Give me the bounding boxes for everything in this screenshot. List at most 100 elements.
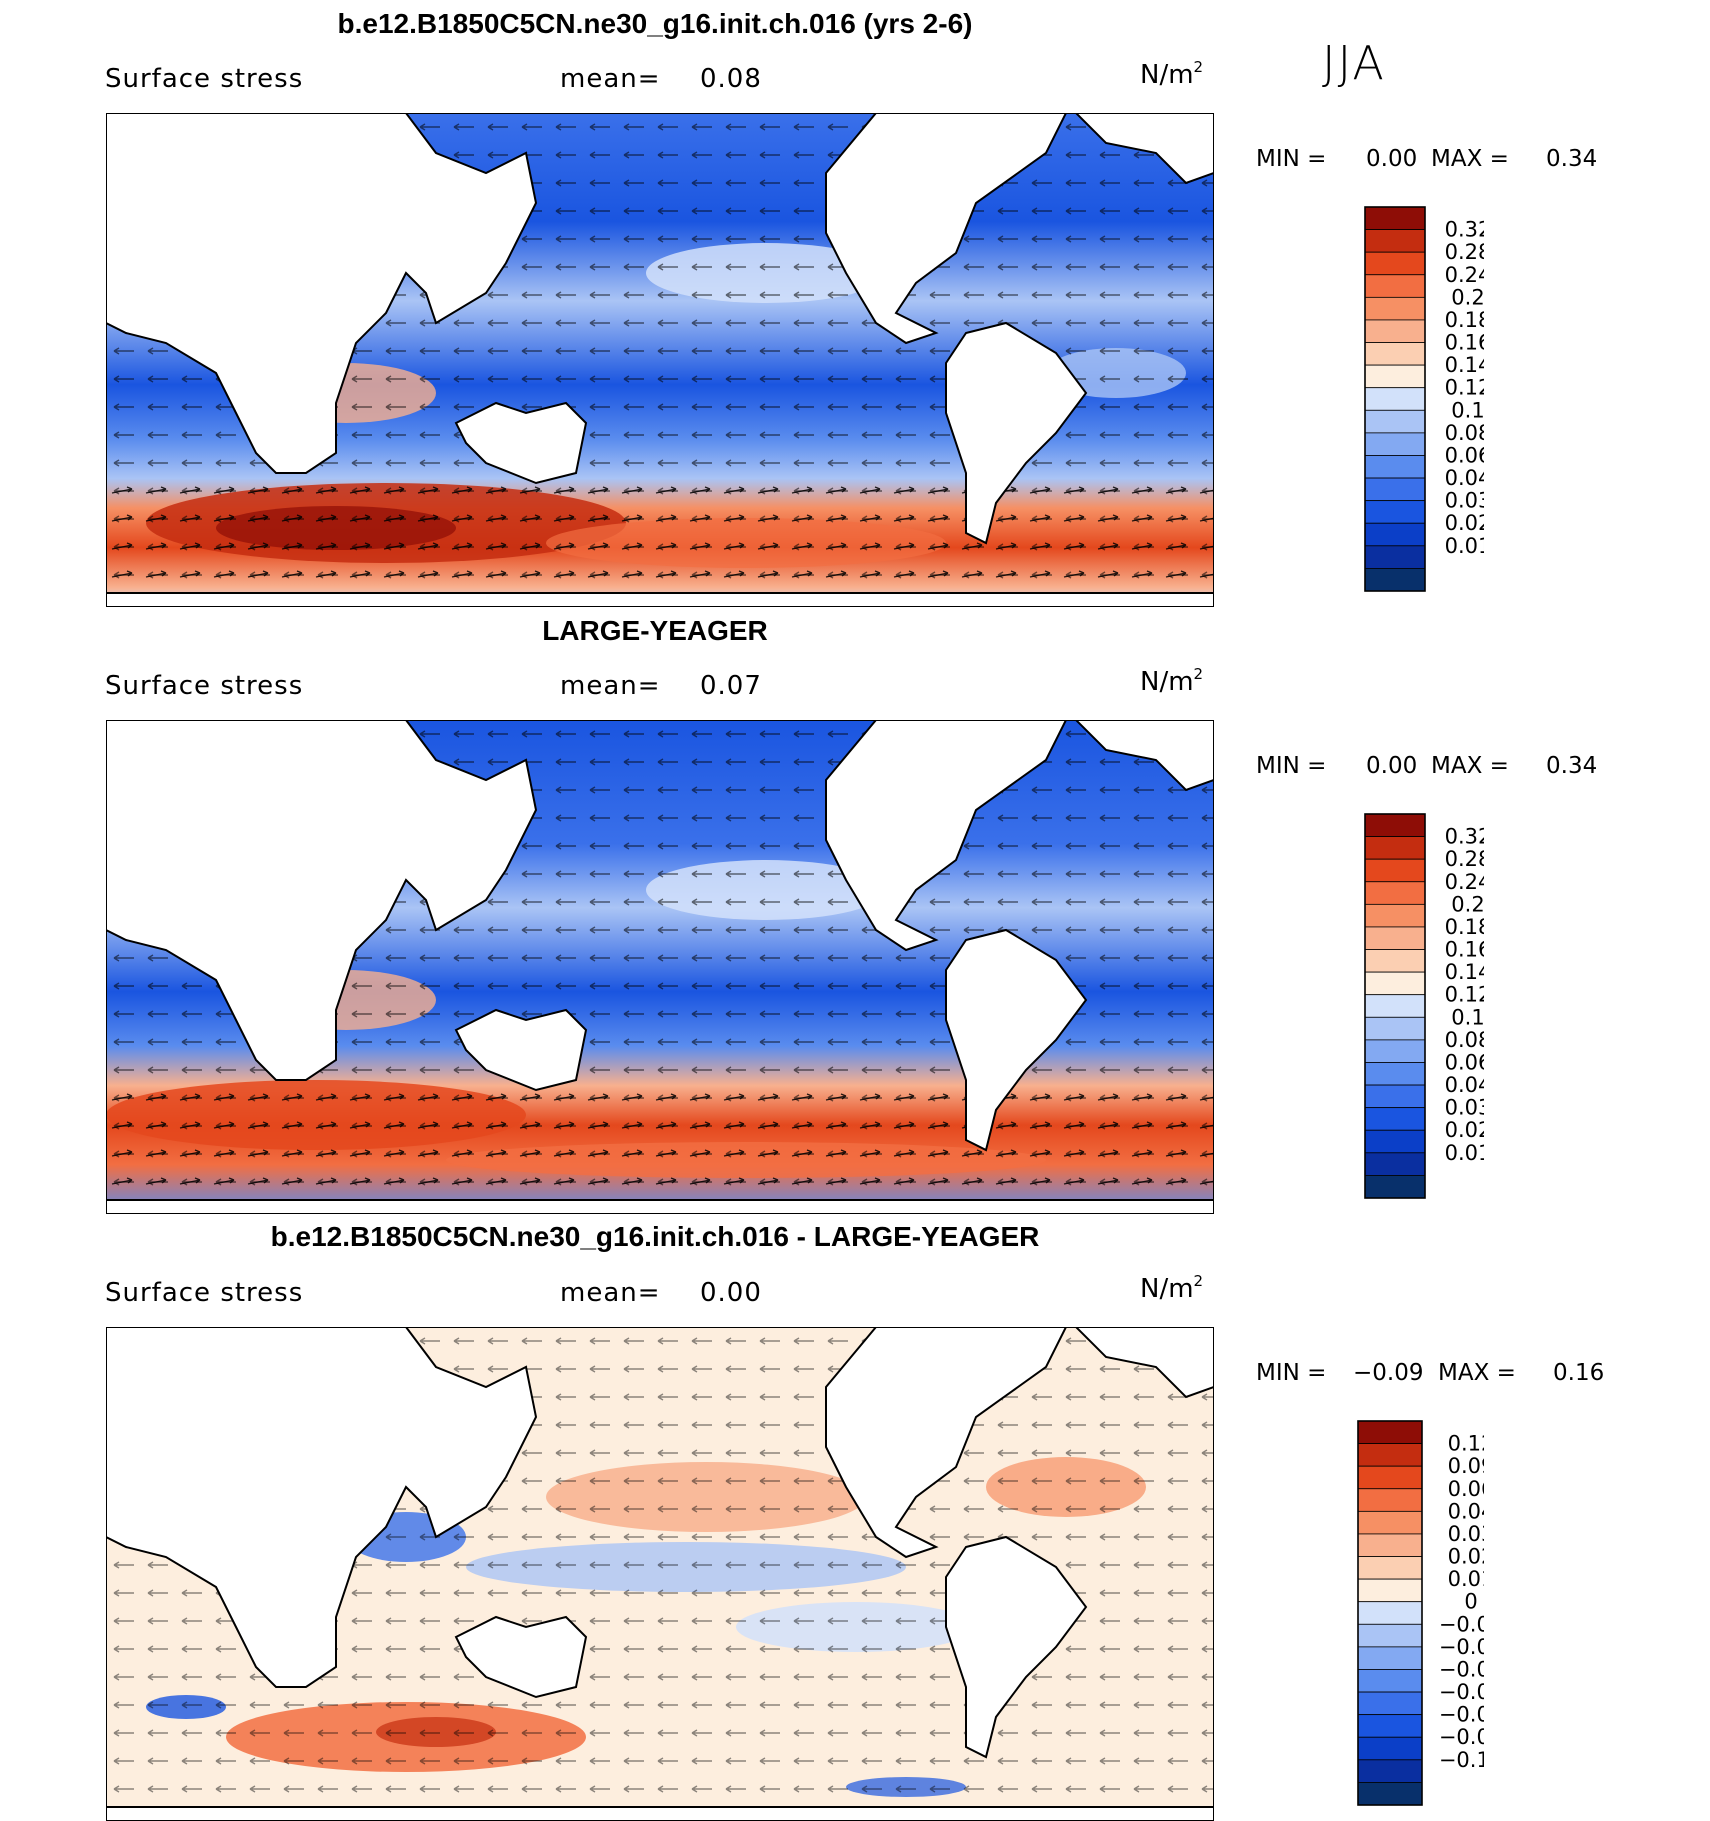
colorbar-box	[1364, 1107, 1426, 1131]
panel-1-max-value: 0.34	[1546, 146, 1598, 172]
colorbar-box	[1357, 1443, 1423, 1467]
colorbar-box	[1357, 1669, 1423, 1693]
colorbar-box	[1364, 1016, 1426, 1041]
colorbar-tick-label: −0.12	[1439, 1748, 1484, 1772]
colorbar-box	[1364, 500, 1426, 524]
colorbar-box	[1357, 1578, 1423, 1603]
colorbar-box	[1364, 432, 1426, 456]
colorbar-box	[1364, 836, 1426, 860]
colorbar-tick-label: −0.09	[1439, 1725, 1484, 1749]
colorbar-tick-label: 0.06	[1448, 1477, 1484, 1501]
colorbar-tick-label: 0.03	[1448, 1522, 1484, 1546]
colorbar-box	[1364, 319, 1426, 343]
colorbar-box	[1357, 1556, 1423, 1580]
panel-1-min-label: MIN =	[1256, 146, 1327, 172]
panel-1-mean-value: 0.08	[700, 64, 762, 94]
colorbar-tick-label: −0.03	[1439, 1657, 1484, 1681]
colorbar-tick-label: 0.12	[1445, 983, 1484, 1007]
panel-3-mean-value: 0.00	[700, 1278, 762, 1308]
panel-1-colorbar: 0.320.280.240.20.180.160.140.120.10.080.…	[1364, 206, 1484, 592]
colorbar-box	[1364, 1062, 1426, 1086]
colorbar-box	[1364, 296, 1426, 321]
colorbar-tick-label: 0	[1464, 1590, 1477, 1614]
colorbar-box	[1357, 1759, 1423, 1783]
colorbar-tick-label: 0.04	[1448, 1499, 1484, 1523]
colorbar-tick-label: 0.06	[1445, 443, 1484, 467]
panel-1-title: b.e12.B1850C5CN.ne30_g16.init.ch.016 (yr…	[337, 8, 973, 39]
colorbar-box	[1357, 1736, 1423, 1761]
panel-3-map	[106, 1327, 1214, 1821]
colorbar-box	[1357, 1691, 1423, 1716]
panel-2-map	[106, 720, 1214, 1214]
panel-3-colorbar: 0.120.090.060.040.030.020.010−0.01−0.02−…	[1357, 1420, 1484, 1806]
colorbar-tick-label: 0.24	[1445, 870, 1484, 894]
colorbar-box	[1357, 1623, 1423, 1648]
colorbar-tick-label: 0.02	[1445, 1118, 1484, 1142]
panel-2-title: LARGE-YEAGER	[542, 615, 768, 646]
colorbar-tick-label: 0.2	[1451, 892, 1484, 916]
colorbar-box	[1364, 251, 1426, 276]
colorbar-outline	[1357, 1420, 1423, 1806]
panel-2-colorbar: 0.320.280.240.20.180.160.140.120.10.080.…	[1364, 813, 1484, 1199]
colorbar-tick-label: 0.04	[1445, 1073, 1484, 1097]
panel-3-unit: N/m2	[1140, 1272, 1204, 1304]
panel-3-mean-label: mean=	[560, 1278, 661, 1308]
colorbar-box	[1357, 1646, 1423, 1670]
colorbar-box	[1364, 1175, 1426, 1199]
colorbar-box	[1364, 971, 1426, 996]
panel-2-variable: Surface stress	[105, 671, 304, 701]
colorbar-tick-label: 0.24	[1445, 263, 1484, 287]
colorbar-box	[1364, 858, 1426, 883]
panel-2-max-label: MAX =	[1431, 753, 1509, 779]
colorbar-tick-label: 0.16	[1445, 938, 1484, 962]
panel-1-variable: Surface stress	[105, 64, 304, 94]
colorbar-tick-label: 0.03	[1445, 1096, 1484, 1120]
panel-1-min-value: 0.00	[1366, 146, 1418, 172]
colorbar-tick-label: 0.1	[1451, 1005, 1484, 1029]
panel-2-mean-value: 0.07	[700, 671, 762, 701]
colorbar-tick-label: −0.01	[1439, 1612, 1484, 1636]
panel-3-title: b.e12.B1850C5CN.ne30_g16.init.ch.016 - L…	[270, 1221, 1040, 1252]
colorbar-tick-label: 0.01	[1448, 1567, 1484, 1591]
colorbar-box	[1364, 1129, 1426, 1154]
colorbar-box	[1364, 364, 1426, 389]
panel-3-max-value: 0.16	[1553, 1360, 1605, 1386]
panel-3-min-label: MIN =	[1256, 1360, 1327, 1386]
colorbar-box	[1364, 813, 1426, 837]
colorbar-tick-label: 0.32	[1445, 218, 1484, 242]
colorbar-tick-label: 0.28	[1445, 847, 1484, 871]
panel-3-max-label: MAX =	[1438, 1360, 1516, 1386]
colorbar-box	[1357, 1510, 1423, 1535]
colorbar-box	[1364, 522, 1426, 547]
colorbar-box	[1357, 1714, 1423, 1738]
colorbar-box	[1364, 455, 1426, 479]
colorbar-tick-label: 0.02	[1445, 511, 1484, 535]
panel-2-min-value: 0.00	[1366, 753, 1418, 779]
colorbar-tick-label: −0.02	[1439, 1635, 1484, 1659]
colorbar-box	[1364, 1152, 1426, 1176]
panel-2-min-label: MIN =	[1256, 753, 1327, 779]
colorbar-tick-label: 0.04	[1445, 466, 1484, 490]
colorbar-tick-label: 0.08	[1445, 1028, 1484, 1052]
colorbar-tick-label: 0.14	[1445, 960, 1484, 984]
panel-2-mean-label: mean=	[560, 671, 661, 701]
colorbar-box	[1364, 926, 1426, 950]
panel-1-unit: N/m2	[1140, 58, 1204, 90]
colorbar-box	[1364, 568, 1426, 592]
colorbar-box	[1364, 949, 1426, 973]
panel-1-max-label: MAX =	[1431, 146, 1509, 172]
panel-1-colorbar-boxes	[1364, 206, 1426, 592]
season-label: JJA	[1322, 36, 1386, 90]
panel-1-map	[106, 113, 1214, 607]
colorbar-tick-label: −0.06	[1439, 1703, 1484, 1727]
colorbar-box	[1364, 477, 1426, 502]
colorbar-tick-label: 0.18	[1445, 308, 1484, 332]
panel-1-mean-label: mean=	[560, 64, 661, 94]
colorbar-tick-label: 0.01	[1445, 1141, 1484, 1165]
colorbar-tick-label: 0.16	[1445, 331, 1484, 355]
colorbar-tick-label: 0.32	[1445, 825, 1484, 849]
colorbar-tick-label: 0.12	[1445, 376, 1484, 400]
colorbar-box	[1357, 1465, 1423, 1490]
colorbar-box	[1357, 1533, 1423, 1557]
colorbar-tick-label: 0.2	[1451, 285, 1484, 309]
